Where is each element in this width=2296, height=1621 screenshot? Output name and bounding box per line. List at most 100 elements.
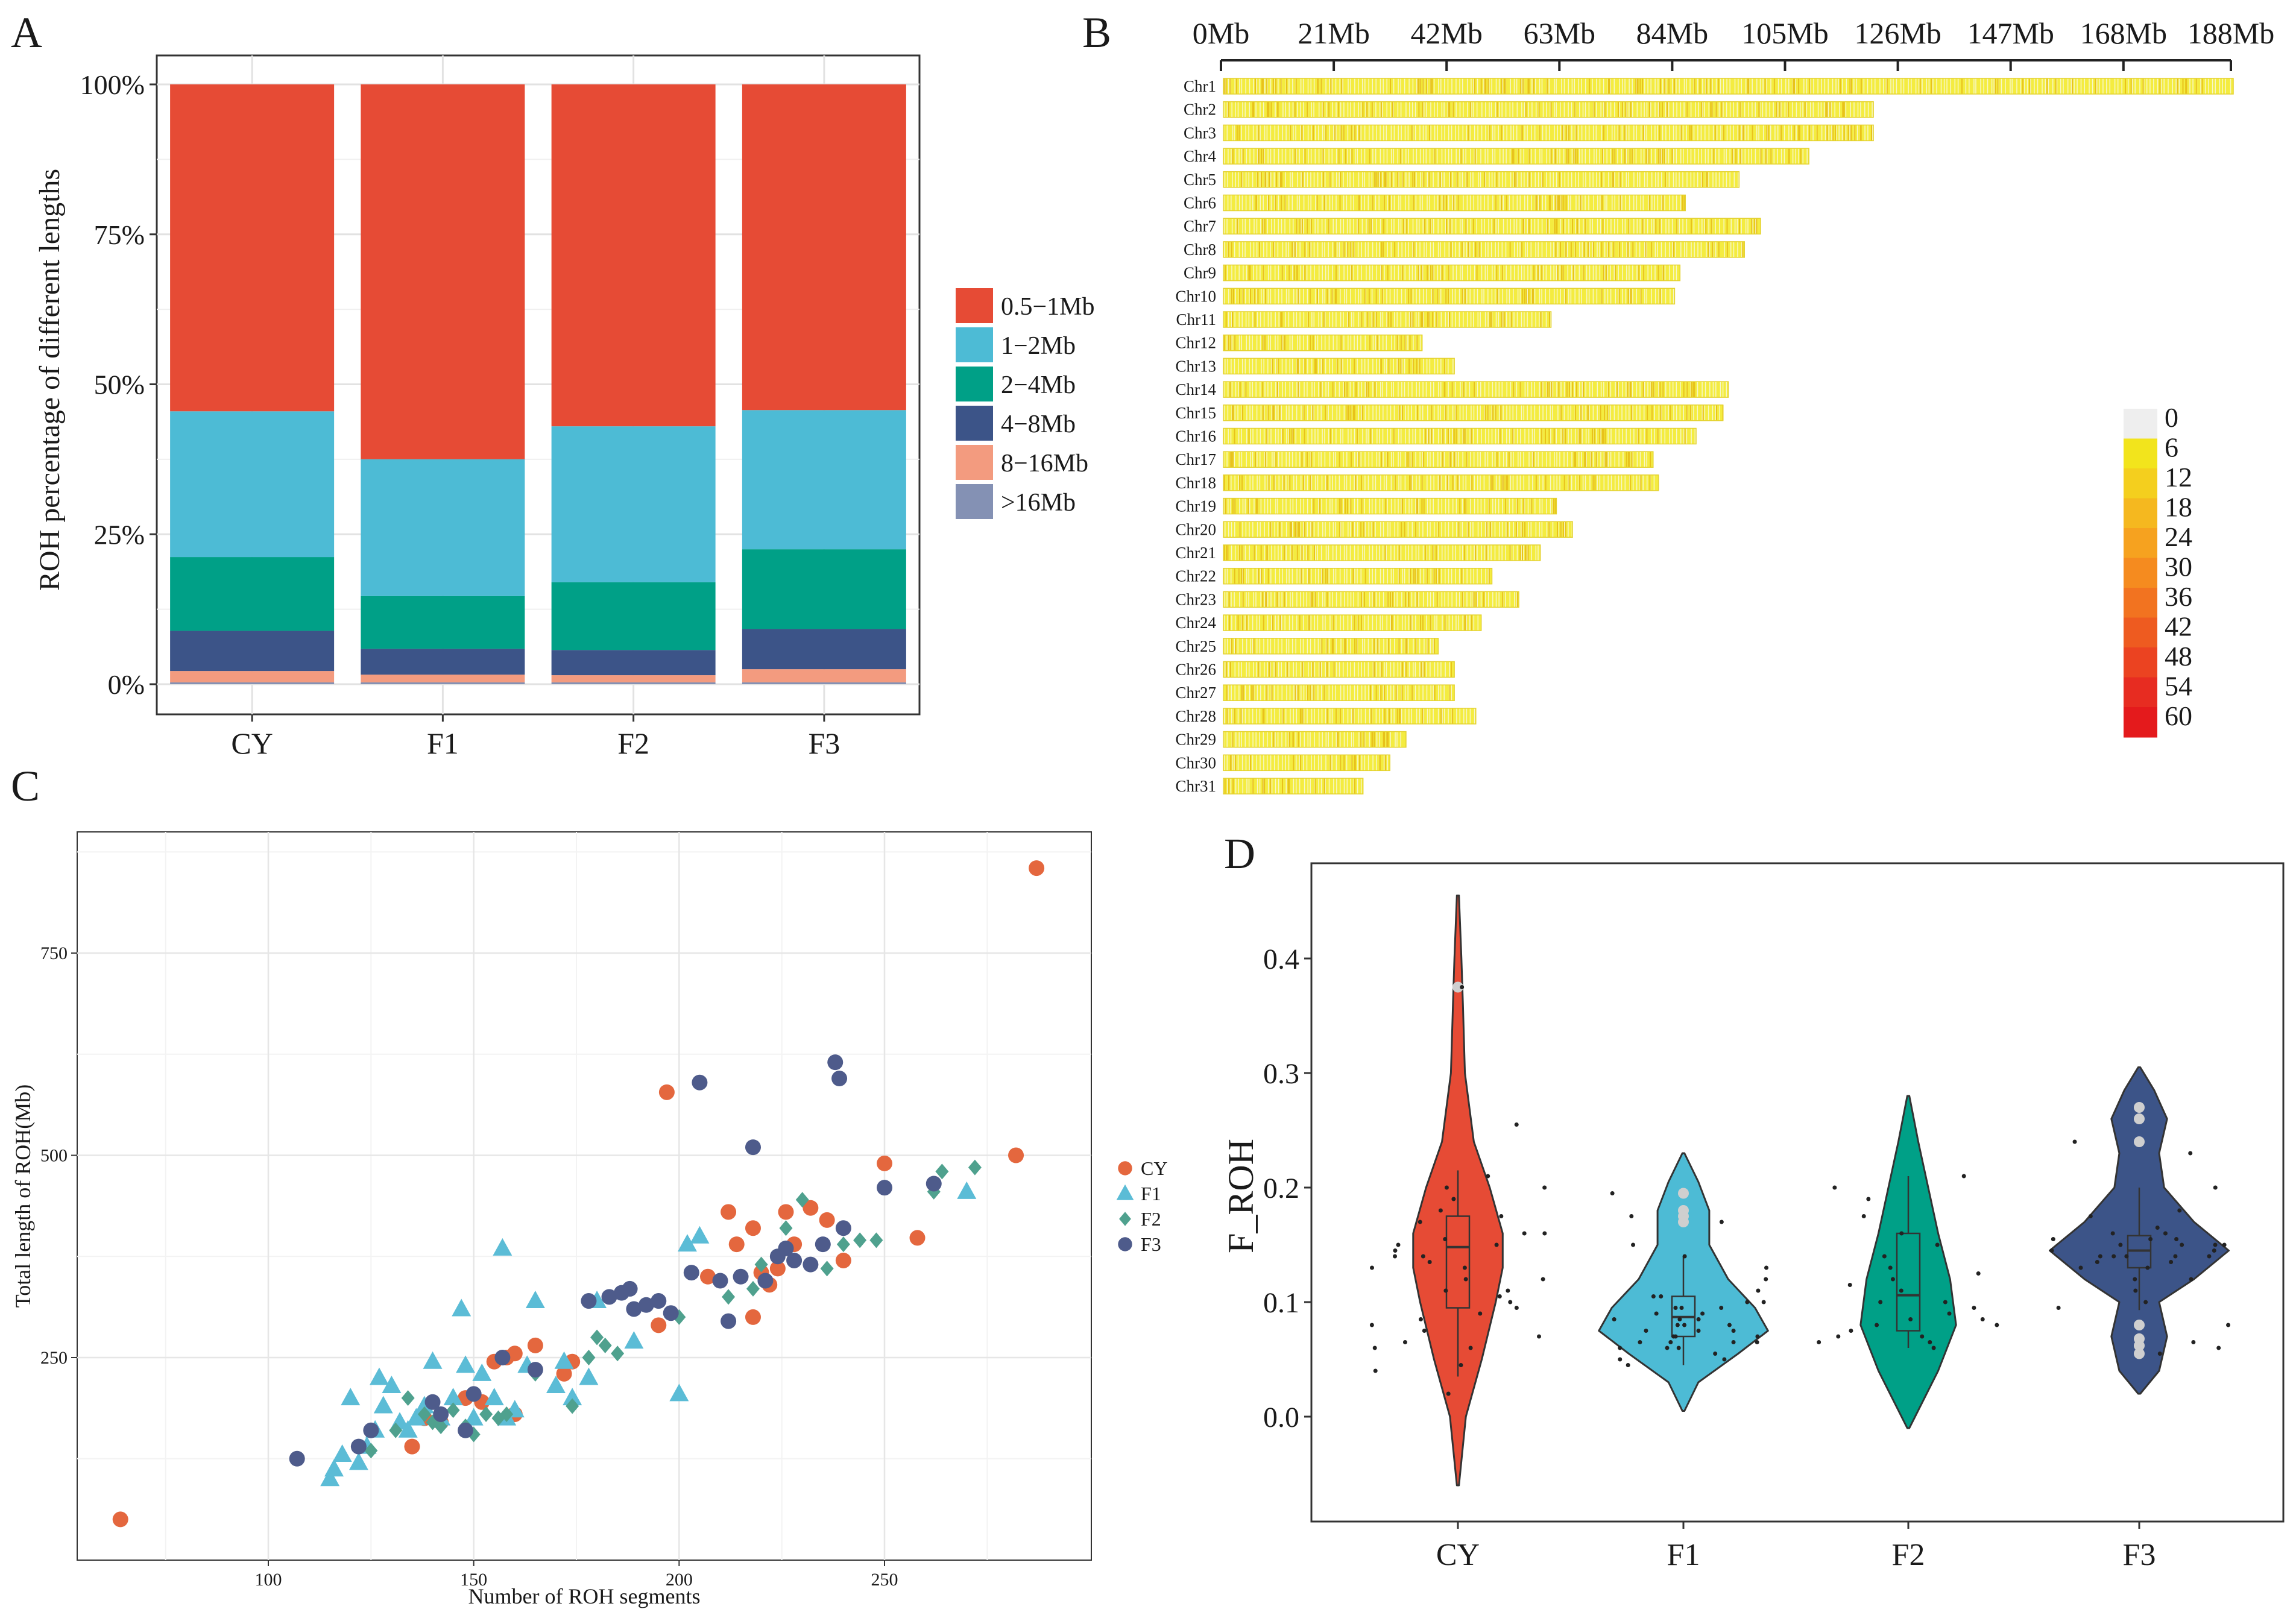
box-outlier [2134, 1113, 2145, 1124]
bar-segment [551, 582, 716, 650]
bar-segment [551, 650, 716, 676]
bar-segment [551, 682, 716, 684]
scatter-point [721, 1313, 737, 1329]
jitter-point [2173, 1254, 2178, 1259]
y-tick-label: 75% [94, 219, 145, 250]
jitter-point [2212, 1248, 2216, 1253]
jitter-point [1369, 1323, 1374, 1327]
scatter-point [1119, 1212, 1131, 1226]
scatter-point [835, 1252, 851, 1268]
scatter-point [853, 1232, 867, 1248]
scatter-point [803, 1200, 819, 1216]
violin-group [1369, 895, 1547, 1487]
scatter-point [663, 1305, 679, 1321]
chromosome-outline [1223, 708, 1477, 725]
scatter-point [446, 1402, 460, 1418]
jitter-point [1679, 1306, 1684, 1310]
jitter-point [1393, 1248, 1398, 1253]
scatter-point [745, 1309, 761, 1325]
jitter-point [1696, 1317, 1701, 1321]
chromosome-outline [1223, 101, 1874, 118]
jitter-point [1882, 1254, 1887, 1259]
chromosome-label: Chr11 [1176, 310, 1217, 329]
jitter-point [2124, 1254, 2129, 1259]
legend-label: 8−16Mb [1001, 450, 1088, 477]
scatter-point [112, 1511, 128, 1528]
chromosome-track [1223, 241, 1745, 258]
scatter-point [677, 1234, 697, 1252]
x-tick-label: CY [231, 726, 273, 760]
bar-segment [170, 631, 335, 672]
scatter-point [579, 1367, 599, 1385]
scatter-point [581, 1293, 597, 1309]
colorbar-segment [2124, 468, 2157, 499]
chromosome-outline [1223, 638, 1439, 655]
chromosome-label: Chr8 [1184, 241, 1216, 259]
chromosome-outline [1223, 567, 1493, 585]
jitter-point [1677, 1317, 1682, 1321]
scatter-point [406, 1408, 426, 1426]
scatter-point [324, 1459, 344, 1477]
scatter-point [493, 1238, 512, 1256]
jitter-point [1468, 1346, 1473, 1350]
chromosome-label: Chr4 [1184, 147, 1217, 165]
panel-b-chromosomes: Chr1 Chr2 Chr3 Chr4 Chr5 Chr6 Chr7 Chr8 Chr9 Chr1… [1176, 77, 2234, 795]
scatter-point [364, 1443, 378, 1459]
jitter-point [1943, 1300, 1948, 1305]
jitter-point [1890, 1277, 1895, 1282]
chromosome-label: Chr23 [1176, 590, 1217, 608]
jitter-point [1478, 1311, 1483, 1316]
chromosome-track [1223, 451, 1654, 468]
x-tick-label: 168Mb [2080, 16, 2167, 50]
bar-segment [551, 675, 716, 683]
density-hotspots [1230, 755, 1386, 771]
jitter-point [2095, 1260, 2099, 1264]
chromosome-track [1223, 638, 1439, 655]
jitter-point [1497, 1294, 1502, 1298]
colorbar-segment [2124, 588, 2157, 618]
scatter-point [369, 1367, 389, 1385]
x-tick-label: 188Mb [2187, 16, 2274, 50]
jitter-point [2133, 1288, 2138, 1293]
jitter-point [1372, 1346, 1377, 1350]
bar-segment [361, 459, 525, 596]
x-tick-label: F1 [1667, 1538, 1700, 1572]
legend-swatch [956, 406, 993, 441]
chromosome-label: Chr3 [1184, 124, 1216, 142]
jitter-point [1638, 1340, 1642, 1344]
jitter-point [2143, 1300, 2148, 1305]
jitter-point [1443, 1237, 1448, 1241]
panel-d-violins [1369, 895, 2231, 1487]
colorbar-label: 48 [2165, 641, 2192, 672]
scatter-point [638, 1297, 654, 1313]
scatter-point [935, 1163, 949, 1180]
chromosome-track [1223, 778, 1364, 795]
scatter-point [484, 1388, 504, 1406]
panel-a-x-axis: CY F1 F2 F3 [231, 714, 840, 760]
chromosome-track [1223, 661, 1455, 678]
jitter-point [2226, 1323, 2231, 1327]
density-stripes [1225, 568, 1489, 584]
x-tick-label: F1 [427, 726, 459, 760]
jitter-point [1644, 1329, 1648, 1333]
chromosome-label: Chr14 [1176, 380, 1217, 398]
jitter-point [1719, 1306, 1724, 1310]
jitter-point [1861, 1214, 1866, 1218]
jitter-point [1878, 1300, 1883, 1305]
scatter-point [527, 1337, 543, 1353]
chromosome-bar [1223, 335, 1422, 351]
jitter-point [1612, 1317, 1616, 1321]
jitter-point [1761, 1300, 1766, 1305]
chromosome-label: Chr20 [1176, 520, 1217, 538]
jitter-point [1764, 1265, 1769, 1270]
chromosome-outline [1223, 78, 2234, 95]
panel-b: B 0Mb 21Mb 42Mb 63Mb 84Mb 105Mb 126Mb 147Mb 168M… [1082, 8, 2274, 795]
x-tick-label: 126Mb [1854, 16, 1941, 50]
colorbar-label: 42 [2165, 611, 2192, 642]
jitter-point [1935, 1242, 1940, 1247]
scatter-point [803, 1256, 819, 1273]
colorbar-segment [2124, 409, 2157, 439]
chromosome-outline [1223, 171, 1740, 188]
jitter-point [1928, 1340, 1932, 1344]
